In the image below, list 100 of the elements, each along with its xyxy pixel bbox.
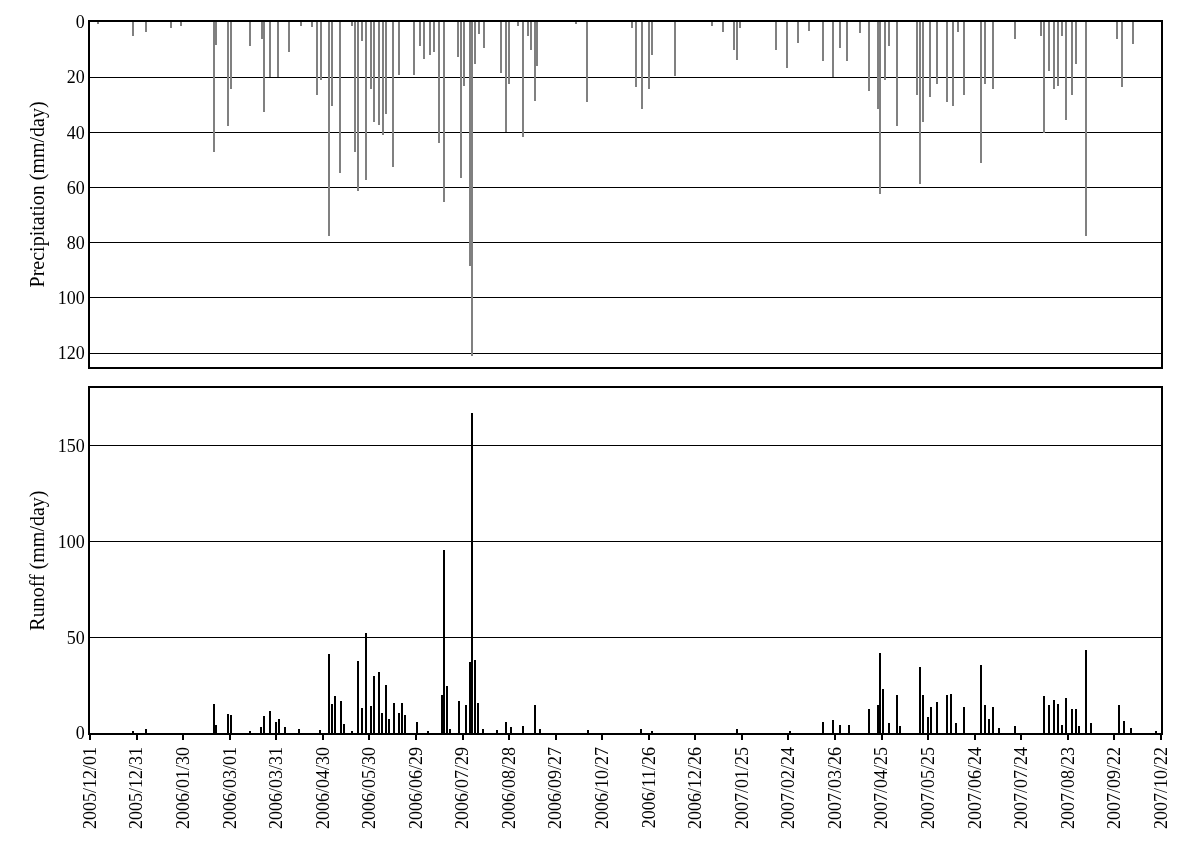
- bar: [846, 22, 848, 61]
- y-tick-label: 60: [66, 177, 85, 198]
- x-tick-label: 2007/08/23: [1057, 746, 1078, 829]
- bar: [361, 22, 363, 41]
- bar: [517, 22, 519, 26]
- bar: [808, 22, 810, 31]
- bar: [500, 22, 502, 73]
- bar: [775, 22, 777, 50]
- bar: [984, 22, 986, 84]
- y-axis-title: Precipitation (mm/day): [25, 101, 49, 288]
- bar: [288, 22, 290, 52]
- y-tick-label: 0: [75, 723, 85, 744]
- bar: [339, 22, 341, 173]
- bar: [919, 22, 921, 184]
- x-tick-label: 2005/12/01: [79, 746, 100, 829]
- bar: [483, 22, 485, 48]
- y-axis-title: Runoff (mm/day): [25, 490, 49, 631]
- bar: [398, 22, 400, 75]
- bar: [1014, 22, 1016, 39]
- y-tick-label: 0: [75, 12, 85, 33]
- bar: [328, 22, 330, 236]
- bar: [1116, 22, 1118, 39]
- bar: [884, 22, 886, 80]
- x-tick-label: 2006/01/30: [172, 746, 193, 829]
- bar: [522, 22, 524, 137]
- x-tick-label: 2006/03/01: [219, 746, 240, 829]
- x-tick-label: 2006/10/27: [592, 746, 613, 829]
- bar: [505, 22, 507, 132]
- bar: [797, 22, 799, 43]
- bar: [443, 22, 445, 202]
- bar: [1053, 22, 1055, 89]
- bar: [1132, 22, 1134, 44]
- x-tick-label: 2007/06/24: [964, 746, 985, 829]
- x-tick-label: 2006/06/29: [405, 746, 426, 829]
- bar: [392, 22, 394, 167]
- bar: [365, 22, 367, 180]
- bar: [382, 22, 384, 135]
- bar: [269, 22, 271, 77]
- bar: [822, 22, 824, 61]
- x-tick-label: 2007/04/25: [871, 746, 892, 829]
- bar: [1043, 22, 1045, 133]
- x-tick-label: 2006/11/26: [638, 746, 659, 829]
- bar: [277, 22, 279, 77]
- bar: [952, 22, 954, 106]
- x-tick-label: 2007/10/22: [1150, 746, 1171, 829]
- bar: [586, 22, 588, 102]
- bar: [641, 22, 643, 109]
- bar: [263, 22, 265, 112]
- bar: [946, 22, 948, 102]
- bar: [300, 22, 302, 26]
- bar: [711, 22, 713, 26]
- bar: [180, 22, 182, 26]
- bar: [896, 22, 898, 126]
- bar: [936, 22, 938, 84]
- y-tick-label: 100: [57, 288, 85, 309]
- bar: [249, 22, 251, 46]
- y-tick-label: 80: [66, 232, 85, 253]
- bar: [1075, 22, 1077, 64]
- bar: [980, 22, 982, 163]
- bar: [227, 22, 229, 126]
- bar: [316, 22, 318, 95]
- y-tick-label: 120: [57, 343, 85, 364]
- x-tick-label: 2006/08/28: [498, 746, 519, 829]
- x-tick-label: 2006/12/26: [685, 746, 706, 829]
- x-tick-label: 2006/05/30: [359, 746, 380, 829]
- bar: [357, 22, 359, 191]
- bar: [534, 22, 536, 101]
- bar: [1071, 22, 1073, 95]
- bar: [1048, 22, 1050, 71]
- bar: [433, 22, 435, 52]
- bar: [859, 22, 861, 33]
- bar: [635, 22, 637, 87]
- x-tick-label: 2006/03/31: [266, 746, 287, 829]
- x-tick-label: 2006/09/27: [545, 746, 566, 829]
- x-tick-label: 2007/01/25: [731, 746, 752, 829]
- y-tick-label: 20: [66, 67, 85, 88]
- bar: [471, 22, 473, 356]
- bar: [1065, 22, 1067, 120]
- bar: [992, 22, 994, 89]
- bar: [530, 22, 532, 50]
- y-tick-label: 40: [66, 122, 85, 143]
- x-tick-label: 2007/05/25: [918, 746, 939, 829]
- bar: [879, 22, 881, 194]
- bar: [1057, 22, 1059, 86]
- bar: [631, 22, 633, 28]
- bar: [832, 22, 834, 77]
- bar: [786, 22, 788, 68]
- bar: [888, 22, 890, 46]
- bar: [429, 22, 431, 55]
- bar: [648, 22, 650, 89]
- bar: [460, 22, 462, 178]
- x-tick-label: 2006/04/30: [312, 746, 333, 829]
- bar: [478, 22, 480, 34]
- bar: [929, 22, 931, 97]
- x-tick-label: 2006/07/29: [452, 746, 473, 829]
- bar: [722, 22, 724, 32]
- bar: [1061, 22, 1063, 36]
- bar: [868, 22, 870, 91]
- bar: [170, 22, 172, 28]
- x-tick-label: 2007/03/26: [824, 746, 845, 829]
